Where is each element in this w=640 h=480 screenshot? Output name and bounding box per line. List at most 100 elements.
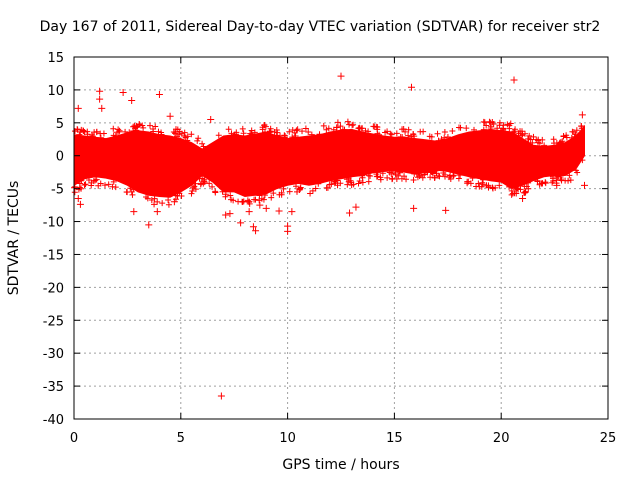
x-tick-label: 20 bbox=[493, 431, 510, 446]
outlier-point bbox=[155, 91, 163, 99]
edge-point bbox=[228, 130, 235, 137]
edge-point bbox=[200, 143, 207, 150]
edge-point bbox=[112, 184, 119, 191]
edge-point bbox=[579, 157, 586, 164]
outlier-point bbox=[288, 208, 296, 216]
edge-point bbox=[339, 126, 346, 133]
edge-point bbox=[549, 173, 556, 180]
edge-point bbox=[215, 132, 222, 139]
edge-point bbox=[450, 172, 457, 179]
edge-point bbox=[370, 123, 377, 130]
edge-point bbox=[526, 132, 533, 139]
edge-point bbox=[328, 181, 335, 188]
edge-point bbox=[112, 132, 119, 139]
edge-point bbox=[278, 191, 285, 198]
data-band bbox=[73, 124, 585, 198]
edge-point bbox=[567, 177, 574, 184]
edge-point bbox=[450, 173, 457, 180]
edge-point bbox=[435, 137, 442, 144]
edge-point bbox=[345, 175, 352, 182]
tick-labels: 0 5 10 15 20 25 15 10 5 0 -5 -10 -15 -20 -25 -30 -35 -40 bbox=[43, 51, 617, 446]
edge-point bbox=[312, 185, 319, 192]
edge-point bbox=[127, 185, 134, 192]
edge-point bbox=[155, 128, 162, 135]
edge-point bbox=[219, 188, 226, 195]
edge-point bbox=[71, 128, 78, 135]
edge-point bbox=[159, 200, 166, 207]
edge-point bbox=[416, 173, 423, 180]
edge-point bbox=[512, 126, 519, 133]
edge-point bbox=[388, 131, 395, 138]
y-tick-label: -40 bbox=[43, 413, 64, 428]
outlier-point bbox=[96, 87, 104, 95]
edge-point bbox=[199, 140, 206, 147]
edge-point bbox=[489, 185, 496, 192]
outlier-point bbox=[346, 209, 354, 217]
edge-point bbox=[115, 126, 122, 133]
y-tick-label: 10 bbox=[47, 84, 64, 99]
edge-point bbox=[337, 180, 344, 187]
edge-point bbox=[421, 171, 428, 178]
edge-point bbox=[239, 125, 246, 132]
edge-point bbox=[525, 179, 532, 186]
edge-point bbox=[389, 176, 396, 183]
outlier-point bbox=[275, 207, 283, 215]
edge-point bbox=[514, 185, 521, 192]
edge-point bbox=[441, 129, 448, 136]
edge-point bbox=[525, 185, 532, 192]
edge-point bbox=[384, 174, 391, 181]
edge-point bbox=[410, 176, 417, 183]
edge-point bbox=[240, 198, 247, 205]
edge-point bbox=[440, 170, 447, 177]
edge-point bbox=[286, 188, 293, 195]
outlier-point bbox=[284, 227, 292, 235]
y-tick-label: -30 bbox=[43, 347, 64, 362]
outlier-point bbox=[96, 95, 104, 103]
edge-point bbox=[195, 135, 202, 142]
edge-point bbox=[487, 125, 494, 132]
edge-point bbox=[246, 198, 253, 205]
edge-point bbox=[140, 124, 147, 131]
edge-point bbox=[510, 129, 517, 136]
edge-point bbox=[323, 184, 330, 191]
outlier-point bbox=[98, 104, 106, 112]
edge-point bbox=[101, 182, 108, 189]
edge-point bbox=[560, 132, 567, 139]
edge-point bbox=[147, 122, 154, 129]
edge-point bbox=[379, 170, 386, 177]
edge-point bbox=[89, 133, 96, 140]
x-axis-label: GPS time / hours bbox=[282, 457, 400, 473]
edge-point bbox=[289, 134, 296, 141]
edge-point bbox=[355, 125, 362, 132]
axis-ticks bbox=[73, 56, 609, 420]
outlier-point bbox=[226, 210, 234, 218]
edge-point bbox=[402, 128, 409, 135]
edge-point bbox=[570, 129, 577, 136]
y-tick-label: -15 bbox=[43, 248, 64, 263]
edge-point bbox=[566, 172, 573, 179]
edge-point bbox=[441, 134, 448, 141]
outlier-point bbox=[553, 181, 561, 189]
outlier-points bbox=[71, 72, 589, 400]
edge-point bbox=[281, 134, 288, 141]
edge-point bbox=[271, 129, 278, 136]
edge-point bbox=[190, 184, 197, 191]
edge-point bbox=[222, 191, 229, 198]
edge-point bbox=[403, 176, 410, 183]
edge-point bbox=[233, 131, 240, 138]
edge-point bbox=[305, 129, 312, 136]
edge-point bbox=[515, 186, 522, 193]
edge-point bbox=[129, 191, 136, 198]
edge-point bbox=[400, 125, 407, 132]
edge-point bbox=[356, 124, 363, 131]
edge-point bbox=[557, 139, 564, 146]
edge-point bbox=[174, 126, 181, 133]
edge-point bbox=[483, 182, 490, 189]
edge-point bbox=[525, 135, 532, 142]
x-tick-label: 10 bbox=[279, 431, 296, 446]
edge-point bbox=[480, 176, 487, 183]
edge-point bbox=[130, 123, 137, 130]
edge-point bbox=[573, 127, 580, 134]
edge-point bbox=[496, 122, 503, 129]
edge-point bbox=[444, 134, 451, 141]
